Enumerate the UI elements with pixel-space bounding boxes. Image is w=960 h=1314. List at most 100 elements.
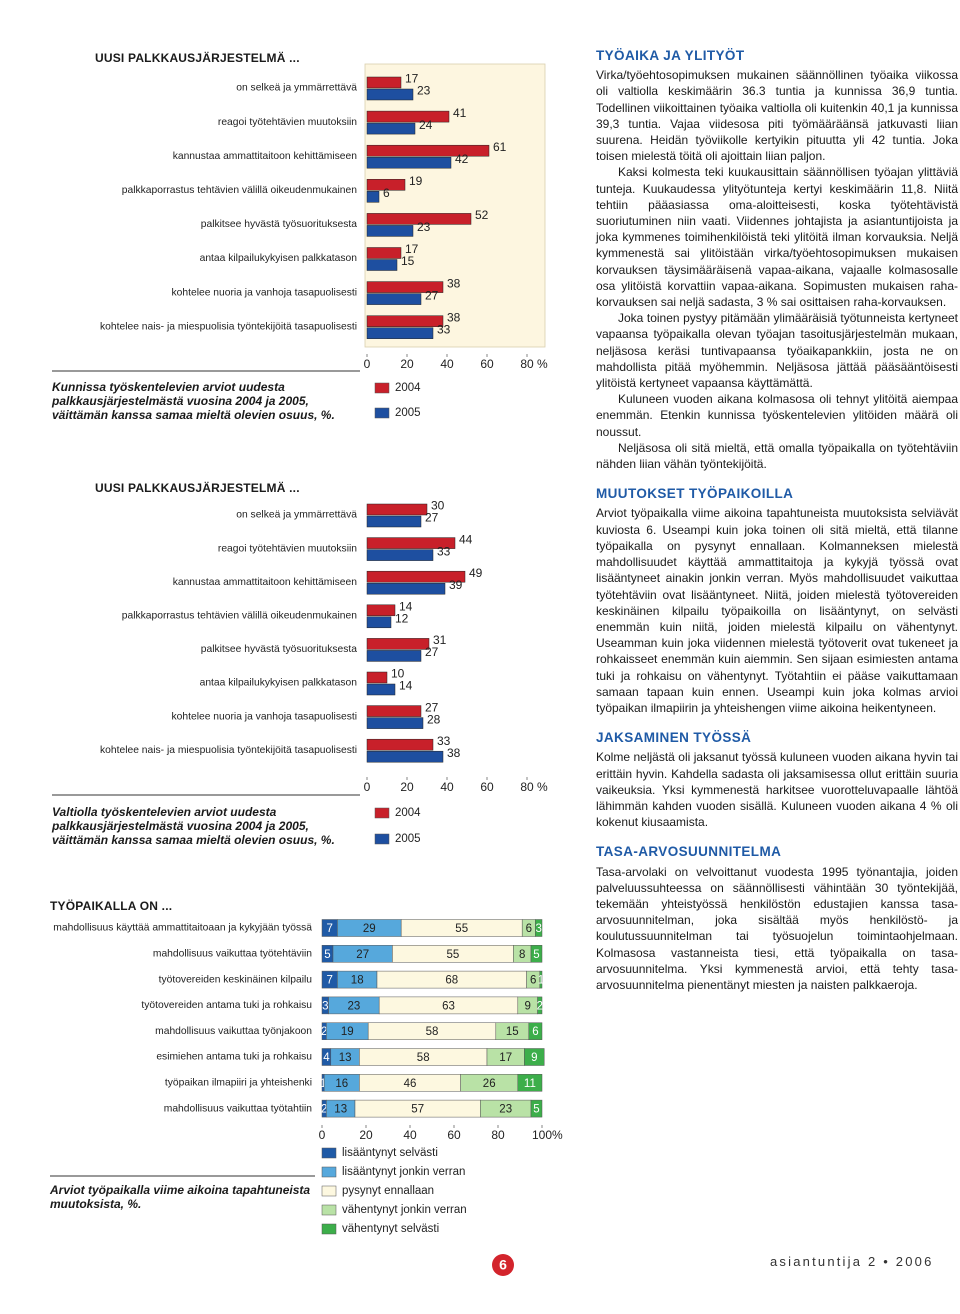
value-label: 8 — [519, 949, 525, 961]
chart-caption: Kunnissa työskentelevien arviot uudesta … — [52, 380, 335, 422]
category-label: on selkeä ja ymmärrettävä — [236, 83, 357, 94]
category-label: mahdollisuus vaikuttaa työnjakoon — [155, 1026, 312, 1037]
value-label: 58 — [426, 1026, 439, 1038]
bar — [366, 705, 422, 717]
category-label: työtovereiden keskinäinen kilpailu — [159, 974, 313, 985]
x-tick-label: 0 — [364, 357, 371, 371]
article: TYÖAIKA JA YLITYÖT Virka/työehtosopimukse… — [596, 48, 958, 1007]
value-label: 17 — [499, 1052, 512, 1064]
legend-swatch — [374, 807, 390, 819]
bar — [366, 213, 472, 225]
value-label: 27 — [425, 700, 439, 714]
value-label: 63 — [442, 1000, 455, 1012]
value-label: 44 — [459, 532, 473, 546]
category-label: työtovereiden antama tuki ja rohkaisu — [141, 1000, 312, 1011]
bar — [366, 281, 444, 293]
bar — [366, 503, 428, 516]
category-label: reagoi työtehtävien muutoksiin — [218, 543, 357, 554]
value-label: 39 — [449, 578, 463, 592]
legend-label: 2005 — [395, 407, 421, 419]
value-label: 24 — [419, 118, 433, 132]
value-label: 46 — [404, 1078, 417, 1090]
value-label: 38 — [447, 310, 461, 324]
value-label: 3 — [535, 923, 541, 935]
article-section: MUUTOKSET TYÖPAIKOILLA Arviot työpaikalla… — [596, 486, 958, 716]
value-label: 33 — [437, 734, 451, 748]
bar — [366, 179, 406, 191]
value-label: 52 — [475, 208, 489, 222]
bar — [366, 156, 452, 169]
category-label: reagoi työtehtävien muutoksiin — [218, 117, 357, 128]
x-tick-label: 60 — [480, 780, 494, 794]
value-label: 38 — [447, 746, 461, 760]
x-tick-label: 40 — [440, 780, 454, 794]
bar — [366, 671, 388, 684]
bar-segment — [539, 970, 543, 989]
x-unit: % — [552, 1128, 563, 1142]
section-heading: MUUTOKSET TYÖPAIKOILLA — [596, 486, 794, 502]
legend-label: pysynyt ennallaan — [342, 1185, 434, 1197]
chart-title: TYÖPAIKALLA ON ... — [50, 899, 173, 913]
category-label: kohtelee nuoria ja vanhoja tasapuolisest… — [172, 711, 357, 722]
charts: 6 on selkeä ja ymmärrettävä reagoi työteh… — [50, 63, 563, 1276]
value-label: 27 — [425, 645, 439, 659]
value-label: 6 — [383, 186, 390, 200]
value-label: 9 — [524, 1000, 530, 1012]
bar — [366, 144, 490, 157]
bar — [366, 315, 444, 327]
value-label: 33 — [437, 322, 451, 336]
bar-segment — [530, 945, 543, 963]
category-label: palkkaporrastus tehtävien välillä oikeud… — [122, 185, 358, 196]
x-unit: % — [537, 780, 548, 794]
value-label: 13 — [334, 1104, 347, 1116]
bar — [366, 327, 434, 339]
legend-label: vähentynyt selvästi — [342, 1223, 439, 1235]
bar — [366, 259, 398, 271]
value-label: 49 — [469, 566, 483, 580]
bar — [366, 293, 422, 305]
page-badge — [492, 1254, 514, 1276]
category-label: kohtelee nais- ja miespuolisia työntekij… — [100, 745, 357, 756]
bar — [366, 225, 414, 237]
x-tick-label: 80 — [520, 780, 534, 794]
paragraph: Kuluneen vuoden aikana kolmasosa oli teh… — [596, 392, 958, 439]
bar — [366, 604, 396, 617]
paragraph: Virka/työehtosopimuksen mukainen säännöl… — [596, 68, 958, 164]
paragraph: Kaksi kolmesta teki kuukausittain säännö… — [596, 165, 958, 310]
value-label: 28 — [427, 712, 441, 726]
bar — [366, 110, 450, 123]
value-label: 6 — [526, 923, 532, 935]
value-label: 55 — [455, 923, 468, 935]
legend-swatch — [321, 1223, 337, 1235]
category-label: palkitsee hyvästä työsuorituksesta — [201, 219, 358, 230]
section-heading: TYÖAIKA JA YLITYÖT — [596, 48, 745, 63]
legend-swatch — [321, 1204, 337, 1216]
value-label: 42 — [455, 152, 469, 166]
legend-swatch — [374, 833, 390, 845]
bar — [366, 616, 392, 629]
legend-label: vähentynyt jonkin verran — [342, 1204, 467, 1216]
paragraph: Joka toinen pystyy pitämään ylimääräisiä… — [596, 311, 958, 391]
value-label: 41 — [453, 106, 467, 120]
value-label: 5 — [533, 1104, 539, 1116]
paragraph: Neljäsosa oli sitä mieltä, että omalla t… — [596, 440, 958, 472]
bar-segment — [530, 1099, 543, 1118]
value-label: 11 — [524, 1078, 536, 1090]
value-label: 1 — [320, 1078, 326, 1090]
chart-caption: Arviot työpaikalla viime aikoina tapahtu… — [50, 1183, 311, 1211]
value-label: 55 — [447, 949, 460, 961]
value-label: 1 — [538, 975, 544, 987]
category-label: kohtelee nais- ja miespuolisia työntekij… — [100, 321, 357, 332]
value-label: 15 — [506, 1026, 519, 1038]
category-label: mahdollisuus käyttää ammattitaitoaan ja … — [53, 923, 312, 934]
value-label: 3 — [322, 1000, 328, 1012]
paragraph: Tasa-arvolaki on velvoittanut vuodesta 1… — [596, 864, 958, 992]
article-section: JAKSAMINEN TYÖSSÄ Kolme neljästä oli jaks… — [596, 730, 958, 830]
value-label: 5 — [324, 949, 330, 961]
x-tick-label: 0 — [364, 780, 371, 794]
x-tick-label: 60 — [480, 357, 494, 371]
value-label: 15 — [401, 254, 415, 268]
category-label: kohtelee nuoria ja vanhoja tasapuolisest… — [172, 287, 357, 298]
bar-segment — [517, 1074, 543, 1092]
value-label: 31 — [433, 633, 447, 647]
